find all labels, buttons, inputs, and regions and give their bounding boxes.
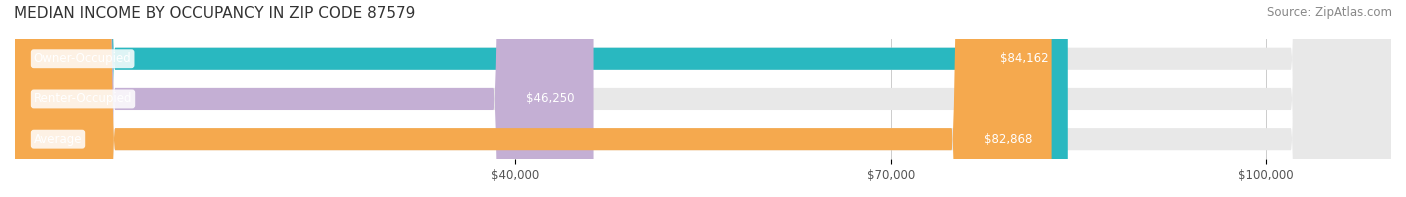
Text: Average: Average (34, 133, 83, 146)
Text: $84,162: $84,162 (1001, 52, 1049, 65)
FancyBboxPatch shape (15, 0, 1052, 197)
FancyBboxPatch shape (15, 0, 593, 197)
FancyBboxPatch shape (15, 0, 1067, 197)
FancyBboxPatch shape (15, 0, 1391, 197)
Text: Owner-Occupied: Owner-Occupied (34, 52, 132, 65)
Text: Source: ZipAtlas.com: Source: ZipAtlas.com (1267, 6, 1392, 19)
Text: $46,250: $46,250 (526, 92, 575, 105)
Text: MEDIAN INCOME BY OCCUPANCY IN ZIP CODE 87579: MEDIAN INCOME BY OCCUPANCY IN ZIP CODE 8… (14, 6, 415, 21)
FancyBboxPatch shape (15, 0, 1391, 197)
Text: $82,868: $82,868 (984, 133, 1033, 146)
Text: Renter-Occupied: Renter-Occupied (34, 92, 132, 105)
FancyBboxPatch shape (15, 0, 1391, 197)
